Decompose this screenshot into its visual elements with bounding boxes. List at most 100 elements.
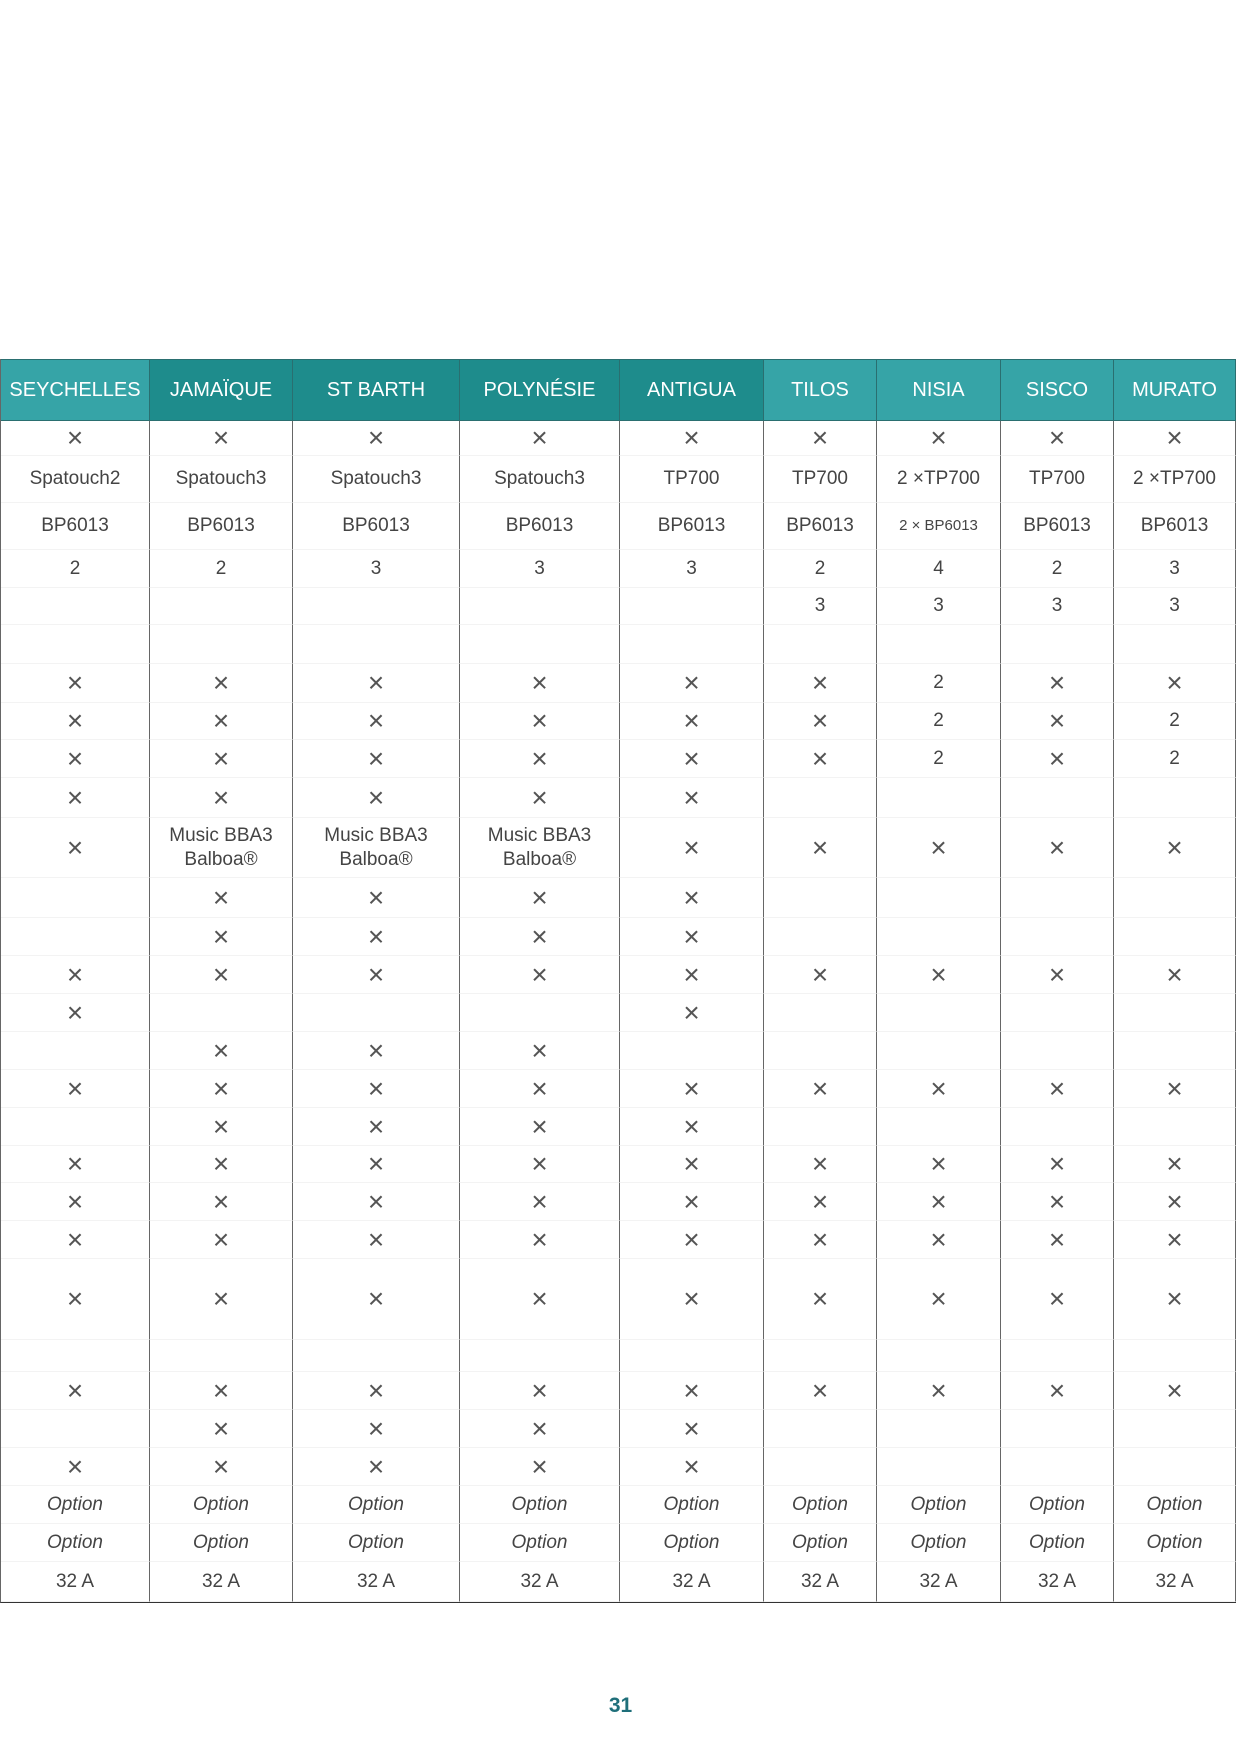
table-cell: Option bbox=[293, 1486, 460, 1524]
table-cell: 2 bbox=[877, 703, 1001, 740]
cross-mark-icon: × bbox=[1001, 1146, 1114, 1183]
table-cell: Option bbox=[293, 1524, 460, 1562]
cross-mark-icon: × bbox=[1001, 1259, 1114, 1340]
table-row: × × × × × × × × × bbox=[1, 1146, 1236, 1183]
table-cell: Option bbox=[1001, 1524, 1114, 1562]
cross-mark-icon: × bbox=[150, 1146, 293, 1183]
cross-mark-icon: × bbox=[877, 1372, 1001, 1410]
cross-mark-icon: × bbox=[293, 664, 460, 703]
cross-mark-icon: × bbox=[1114, 421, 1236, 456]
cross-mark-icon: × bbox=[460, 1372, 620, 1410]
table-cell: 2 bbox=[764, 550, 877, 588]
cross-mark-icon: × bbox=[460, 1183, 620, 1221]
table-cell bbox=[1114, 918, 1236, 956]
column-header: TILOS bbox=[764, 359, 877, 421]
table-cell: 3 bbox=[1001, 588, 1114, 625]
cross-mark-icon: × bbox=[764, 740, 877, 778]
cross-mark-icon: × bbox=[877, 1146, 1001, 1183]
cross-mark-icon: × bbox=[1, 703, 150, 740]
cross-mark-icon: × bbox=[620, 1448, 764, 1486]
table-cell bbox=[1114, 878, 1236, 918]
table-cell: 32 A bbox=[460, 1562, 620, 1602]
table-row: × × × × × × × × × bbox=[1, 1070, 1236, 1108]
table-cell bbox=[1, 625, 150, 664]
cross-mark-icon: × bbox=[150, 1070, 293, 1108]
table-row: × × × × bbox=[1, 1108, 1236, 1146]
cross-mark-icon: × bbox=[293, 1032, 460, 1070]
table-cell bbox=[1, 1032, 150, 1070]
cross-mark-icon: × bbox=[620, 1183, 764, 1221]
table-cell: TP700 bbox=[764, 456, 877, 503]
table-cell bbox=[877, 1108, 1001, 1146]
table-cell: 32 A bbox=[877, 1562, 1001, 1602]
table-cell: TP700 bbox=[1001, 456, 1114, 503]
column-header: SEYCHELLES bbox=[1, 359, 150, 421]
cross-mark-icon: × bbox=[150, 1032, 293, 1070]
cross-mark-icon: × bbox=[620, 918, 764, 956]
table-cell: Option bbox=[877, 1486, 1001, 1524]
table-cell: Option bbox=[1, 1524, 150, 1562]
table-cell: Option bbox=[150, 1524, 293, 1562]
table-cell bbox=[150, 1340, 293, 1372]
table-cell: BP6013 bbox=[293, 503, 460, 550]
table-cell: Option bbox=[620, 1486, 764, 1524]
cross-mark-icon: × bbox=[460, 421, 620, 456]
column-header: NISIA bbox=[877, 359, 1001, 421]
table-cell bbox=[460, 625, 620, 664]
table-cell bbox=[1001, 625, 1114, 664]
table-cell: 32 A bbox=[1114, 1562, 1236, 1602]
table-cell bbox=[1114, 1448, 1236, 1486]
table-cell: Option bbox=[764, 1524, 877, 1562]
cross-mark-icon: × bbox=[293, 956, 460, 994]
table-row: × × × × × × 2 × × bbox=[1, 664, 1236, 703]
table-cell bbox=[1, 1108, 150, 1146]
cross-mark-icon: × bbox=[620, 664, 764, 703]
table-cell bbox=[1, 878, 150, 918]
table-cell bbox=[1001, 778, 1114, 818]
table-cell: BP6013 bbox=[150, 503, 293, 550]
cross-mark-icon: × bbox=[877, 1221, 1001, 1259]
table-row: × × × × × × × × × bbox=[1, 1183, 1236, 1221]
cross-mark-icon: × bbox=[293, 878, 460, 918]
table-cell bbox=[877, 1448, 1001, 1486]
cross-mark-icon: × bbox=[1001, 956, 1114, 994]
table-cell: 2 bbox=[1001, 550, 1114, 588]
table-cell: 2 bbox=[1114, 740, 1236, 778]
table-cell: 3 bbox=[460, 550, 620, 588]
cross-mark-icon: × bbox=[764, 1372, 877, 1410]
table-cell: 3 bbox=[1114, 550, 1236, 588]
cross-mark-icon: × bbox=[1001, 703, 1114, 740]
table-cell bbox=[877, 1410, 1001, 1448]
cross-mark-icon: × bbox=[1001, 1183, 1114, 1221]
table-cell: 3 bbox=[1114, 588, 1236, 625]
table-row: × × × × × × × × × bbox=[1, 1259, 1236, 1340]
cross-mark-icon: × bbox=[764, 1146, 877, 1183]
cross-mark-icon: × bbox=[1114, 1221, 1236, 1259]
table-cell bbox=[877, 778, 1001, 818]
table-row: × × × × × × × × × bbox=[1, 956, 1236, 994]
table-cell: 3 bbox=[764, 588, 877, 625]
cross-mark-icon: × bbox=[620, 1070, 764, 1108]
cross-mark-icon: × bbox=[764, 421, 877, 456]
cross-mark-icon: × bbox=[293, 1259, 460, 1340]
table-cell: Music BBA3 Balboa® bbox=[460, 818, 620, 878]
cross-mark-icon: × bbox=[150, 703, 293, 740]
table-row: × × × × × × × × × bbox=[1, 421, 1236, 456]
table-cell bbox=[1114, 625, 1236, 664]
cross-mark-icon: × bbox=[460, 878, 620, 918]
cross-mark-icon: × bbox=[1001, 818, 1114, 878]
table-cell: 2 bbox=[150, 550, 293, 588]
table-cell bbox=[764, 1032, 877, 1070]
header-row: SEYCHELLES JAMAÏQUE ST BARTH POLYNÉSIE ANTIG… bbox=[1, 359, 1236, 421]
cross-mark-icon: × bbox=[293, 1183, 460, 1221]
table-cell bbox=[764, 625, 877, 664]
table-cell bbox=[1, 1340, 150, 1372]
cross-mark-icon: × bbox=[764, 703, 877, 740]
cross-mark-icon: × bbox=[877, 1259, 1001, 1340]
cross-mark-icon: × bbox=[150, 778, 293, 818]
table-cell bbox=[150, 994, 293, 1032]
table-cell: 32 A bbox=[150, 1562, 293, 1602]
table-row: × × × bbox=[1, 1032, 1236, 1070]
table-row bbox=[1, 625, 1236, 664]
